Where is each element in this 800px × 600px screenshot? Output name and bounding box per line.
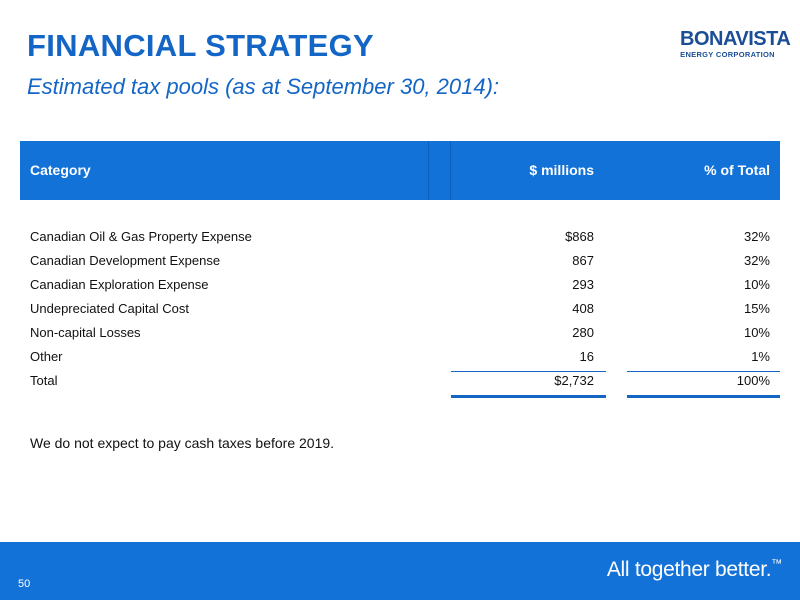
- percent-cell: 1%: [751, 349, 770, 364]
- page-subtitle: Estimated tax pools (as at September 30,…: [27, 74, 500, 99]
- millions-cell: $2,732: [554, 373, 594, 388]
- millions-cell: 16: [579, 349, 594, 364]
- table-row: Canadian Oil & Gas Property Expense $868…: [0, 227, 800, 251]
- page-title: FINANCIAL STRATEGY: [27, 28, 374, 63]
- company-logo: BONAVISTA ENERGY CORPORATION: [680, 28, 791, 60]
- category-cell: Canadian Development Expense: [30, 253, 221, 268]
- percent-cell: 32%: [743, 253, 770, 268]
- trademark-mark: ™: [771, 558, 782, 570]
- subtotal-rule-millions: [451, 371, 606, 372]
- millions-cell: 280: [572, 325, 594, 340]
- subtotal-rule-percent: [627, 371, 780, 372]
- tagline: All together better.™: [607, 558, 782, 582]
- table-row: Canadian Development Expense 867 32%: [0, 251, 800, 275]
- millions-cell: 293: [572, 277, 594, 292]
- logo-subtitle: ENERGY CORPORATION: [680, 50, 775, 59]
- total-rule-percent: [627, 395, 780, 398]
- header-divider: [450, 141, 451, 200]
- percent-cell: 15%: [743, 301, 770, 316]
- category-cell: Canadian Exploration Expense: [30, 277, 209, 292]
- table-row: Canadian Exploration Expense 293 10%: [0, 275, 800, 299]
- table-header: Category $ millions % of Total: [20, 141, 780, 200]
- millions-cell: 867: [572, 253, 594, 268]
- percent-cell: 10%: [743, 325, 770, 340]
- header-divider: [428, 141, 429, 200]
- category-cell: Non-capital Losses: [30, 325, 141, 340]
- tagline-text: All together better.: [606, 558, 772, 581]
- category-cell: Other: [30, 349, 63, 364]
- footer-bar: 50 All together better.™: [0, 542, 800, 600]
- logo-wordmark: BONAVISTA: [680, 28, 791, 50]
- table-row-total: Total $2,732 100%: [0, 371, 800, 398]
- category-cell: Undepreciated Capital Cost: [30, 301, 189, 316]
- total-rule-millions: [451, 395, 606, 398]
- footnote: We do not expect to pay cash taxes befor…: [30, 435, 335, 451]
- page-number: 50: [18, 578, 31, 590]
- table-row: Non-capital Losses 280 10%: [0, 323, 800, 347]
- column-header-category: Category: [30, 162, 91, 178]
- millions-cell: 408: [572, 301, 594, 316]
- percent-cell: 32%: [743, 229, 770, 244]
- percent-cell: 10%: [743, 277, 770, 292]
- millions-cell: $868: [565, 229, 594, 244]
- table-row: Undepreciated Capital Cost 408 15%: [0, 299, 800, 323]
- column-header-percent: % of Total: [704, 162, 770, 178]
- column-header-millions: $ millions: [529, 162, 594, 178]
- table-row: Other 16 1%: [0, 347, 800, 371]
- percent-cell: 100%: [736, 373, 770, 388]
- category-cell: Total: [30, 373, 58, 388]
- category-cell: Canadian Oil & Gas Property Expense: [30, 229, 252, 244]
- table-body: Canadian Oil & Gas Property Expense $868…: [0, 227, 800, 398]
